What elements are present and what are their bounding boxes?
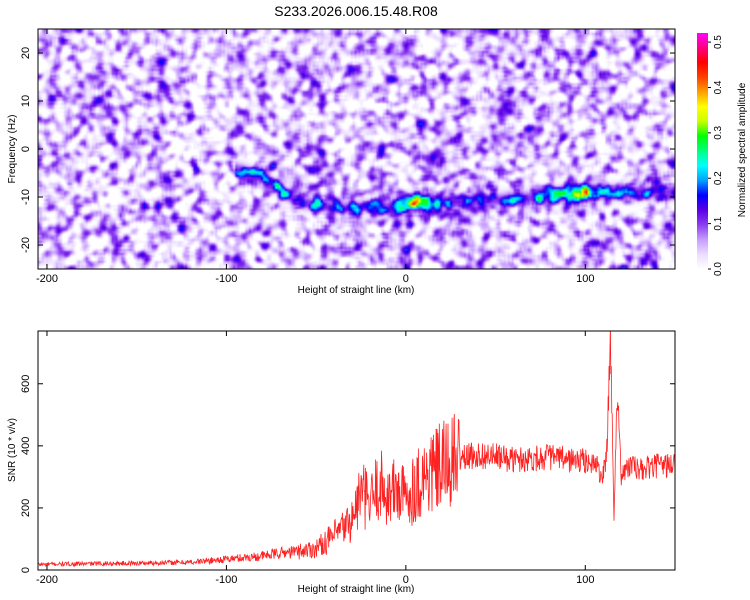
colorbar-label: Normalized spectral amplitude — [737, 82, 748, 217]
colorbar: 0.0 0.1 0.2 0.3 0.4 0.5 Normalized spectral a… — [697, 33, 748, 276]
heatmap-xtick-label: 0 — [403, 273, 409, 285]
heatmap-xlabel: Height of straight line (km) — [298, 285, 415, 296]
snr-xtick-label: 0 — [403, 574, 409, 586]
snr-panel: -200 -100 0 100 0 200 400 600 Height of straigh… — [7, 330, 676, 595]
colorbar-tick-label: 0.0 — [713, 262, 724, 276]
heatmap-xtick-label: -200 — [36, 273, 58, 285]
snr-frame — [37, 330, 676, 571]
colorbar-strip — [697, 33, 708, 269]
heatmap-ytick-label: 0 — [20, 146, 32, 152]
heatmap-ytick-label: -20 — [20, 237, 32, 253]
heatmap-image — [38, 29, 675, 269]
colorbar-ticks: 0.0 0.1 0.2 0.3 0.4 0.5 — [708, 35, 724, 276]
colorbar-tick-label: 0.5 — [713, 35, 724, 49]
snr-ylabel: SNR (10 * v/v) — [7, 418, 18, 482]
colorbar-tick-label: 0.1 — [713, 216, 724, 230]
snr-xtick-label: 100 — [576, 574, 594, 586]
snr-series-line — [38, 331, 675, 568]
heatmap-ytick-label: 20 — [20, 47, 32, 59]
colorbar-tick-label: 0.3 — [713, 125, 724, 139]
snr-ytick-label: 200 — [20, 499, 32, 517]
heatmap-xtick-label: 100 — [576, 273, 594, 285]
snr-xtick-label: -100 — [215, 574, 237, 586]
colorbar-tick-label: 0.2 — [713, 171, 724, 185]
snr-xlabel: Height of straight line (km) — [298, 584, 415, 595]
snr-ytick-label: 0 — [20, 567, 32, 573]
heatmap-frame — [37, 28, 676, 270]
heatmap-ytick-label: 10 — [20, 95, 32, 107]
snr-ticks: -200 -100 0 100 0 200 400 600 — [20, 331, 675, 586]
snr-background — [38, 331, 675, 570]
chart-title: S233.2026.006.15.48.R08 — [274, 3, 438, 19]
snr-xtick-label: -200 — [36, 574, 58, 586]
heatmap-ytick-label: -10 — [20, 189, 32, 205]
snr-ytick-label: 600 — [20, 375, 32, 393]
heatmap-ylabel: Frequency (Hz) — [7, 115, 18, 184]
heatmap-xtick-label: -100 — [215, 273, 237, 285]
colorbar-tick-label: 0.4 — [713, 80, 724, 94]
snr-ytick-label: 400 — [20, 437, 32, 455]
